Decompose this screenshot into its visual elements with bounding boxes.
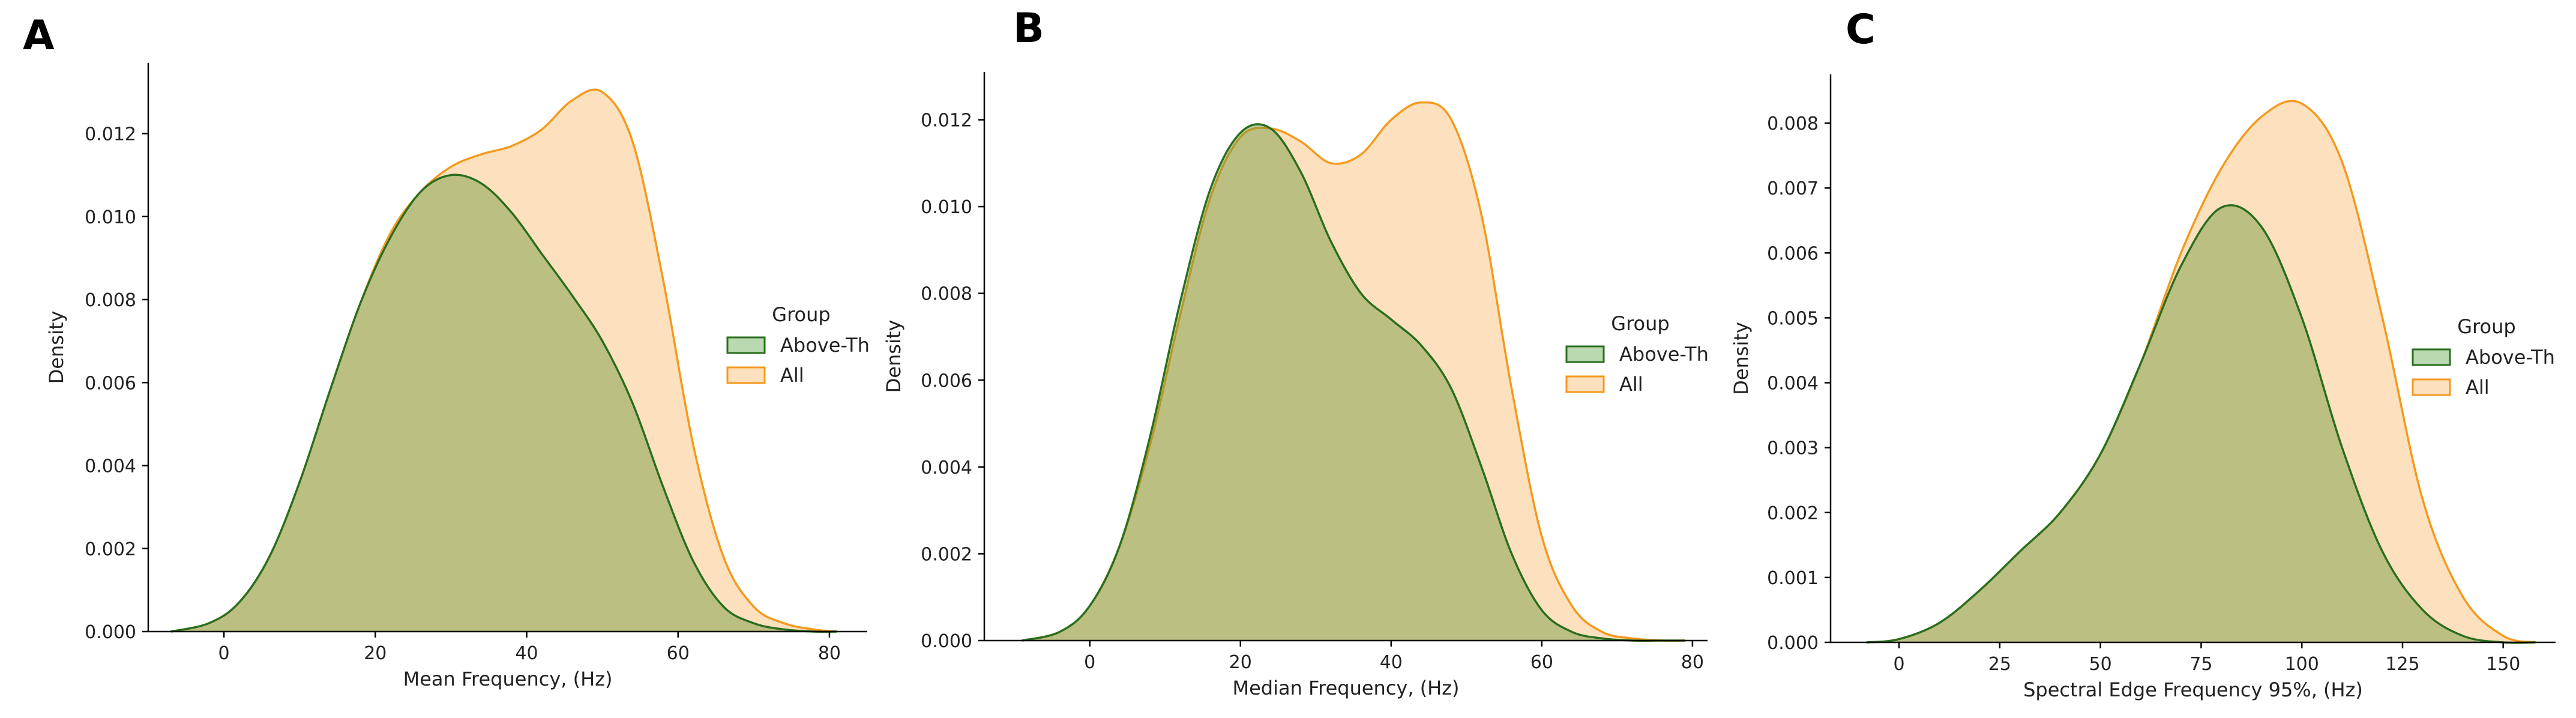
panel-letter: C [1846, 6, 1876, 53]
x-tick-label: 50 [2089, 654, 2112, 675]
legend-swatch-above-th [2412, 348, 2451, 366]
above-th-density-line [1867, 204, 2536, 644]
y-axis-label: Density [45, 311, 68, 384]
y-tick-label: 0.004 [921, 457, 972, 478]
legend-title: Group [772, 303, 830, 326]
legend-swatch-above-th [726, 336, 766, 354]
x-tick-label: 20 [1229, 652, 1252, 673]
all-density-area [170, 89, 837, 632]
legend-title: Group [1611, 312, 1669, 335]
y-tick-label: 0.005 [1767, 308, 1819, 329]
all-density-area [1022, 102, 1685, 641]
x-tick-label: 40 [1380, 652, 1403, 673]
y-axis-label: Density [882, 320, 905, 393]
y-tick-label: 0.006 [85, 373, 136, 394]
legend: Group Above-Th All [1565, 312, 1709, 396]
legend-label-all: All [1619, 373, 1643, 396]
y-tick-label: 0.002 [1767, 503, 1819, 524]
y-tick-label: 0.001 [1767, 568, 1819, 589]
y-tick-label: 0.002 [85, 539, 136, 560]
chart-panel-c: C 0 25 50 75 100 125 150 0.000 0.001 0.002 0.003 0.0… [1730, 6, 2556, 701]
y-tick-label: 0.008 [85, 290, 136, 311]
y-tick-label: 0.002 [921, 544, 972, 565]
above-th-density-area [1867, 205, 2536, 643]
x-tick-label: 0 [218, 643, 230, 664]
above-th-density-area [1022, 124, 1685, 641]
y-tick-label: 0.012 [921, 110, 972, 131]
x-tick-label: 100 [2285, 654, 2319, 675]
y-tick-label: 0.006 [1767, 243, 1819, 264]
y-tick-label: 0.000 [85, 622, 136, 643]
legend-swatch-above-th [1565, 345, 1605, 363]
panel-letter: A [23, 12, 55, 59]
x-axis-label: Median Frequency, (Hz) [1232, 677, 1459, 699]
above-th-density-line [170, 173, 837, 633]
legend-swatch-all [1565, 375, 1605, 393]
legend-swatch-all [726, 366, 766, 384]
x-tick-label: 60 [667, 643, 690, 664]
above-th-density-area [170, 175, 837, 632]
y-tick-label: 0.008 [1767, 113, 1819, 134]
legend: Group Above-Th All [726, 303, 870, 387]
x-tick-label: 75 [2189, 654, 2212, 675]
y-tick-label: 0.012 [85, 124, 136, 145]
y-tick-label: 0.006 [921, 370, 972, 391]
y-tick-label: 0.008 [921, 284, 972, 305]
y-tick-label: 0.010 [921, 197, 972, 218]
x-tick-label: 20 [364, 643, 387, 664]
legend-label-above-th: Above-Th [780, 334, 870, 357]
legend: Group Above-Th All [2412, 315, 2555, 399]
x-tick-label: 60 [1530, 652, 1553, 673]
legend-title: Group [2457, 315, 2515, 338]
legend-label-above-th: Above-Th [2466, 346, 2555, 369]
y-tick-label: 0.010 [85, 207, 136, 228]
x-tick-label: 40 [515, 643, 538, 664]
legend-label-all: All [2466, 376, 2490, 399]
x-tick-label: 0 [1894, 654, 1905, 675]
legend-swatch-all [2412, 378, 2451, 396]
y-tick-label: 0.003 [1767, 438, 1819, 459]
y-tick-label: 0.000 [1767, 633, 1819, 654]
panel-letter: B [1013, 5, 1044, 52]
y-tick-label: 0.000 [921, 631, 972, 652]
x-tick-label: 80 [1681, 652, 1704, 673]
y-tick-label: 0.004 [1767, 373, 1819, 394]
x-tick-label: 80 [818, 643, 841, 664]
all-density-line [1022, 101, 1685, 642]
y-tick-label: 0.007 [1767, 178, 1819, 199]
x-tick-label: 0 [1084, 652, 1095, 673]
x-axis-label: Spectral Edge Frequency 95%, (Hz) [2023, 678, 2363, 701]
chart-panel-a: A 0 20 40 60 80 0.000 0.002 0.004 0.006 0.008 0.010… [23, 12, 870, 690]
x-axis-label: Mean Frequency, (Hz) [403, 668, 613, 690]
y-axis-label: Density [1730, 322, 1753, 395]
legend-label-above-th: Above-Th [1619, 343, 1709, 366]
legend-label-all: All [780, 364, 804, 387]
x-tick-label: 125 [2385, 654, 2419, 675]
chart-panel-b: B 0 20 40 60 80 0.000 0.002 0.004 0.006 0.008 0.010… [882, 5, 1709, 699]
above-th-density-line [1022, 123, 1685, 642]
y-tick-label: 0.004 [85, 456, 136, 477]
x-tick-label: 25 [1988, 654, 2011, 675]
all-density-area [1867, 101, 2536, 643]
x-tick-label: 150 [2486, 654, 2520, 675]
